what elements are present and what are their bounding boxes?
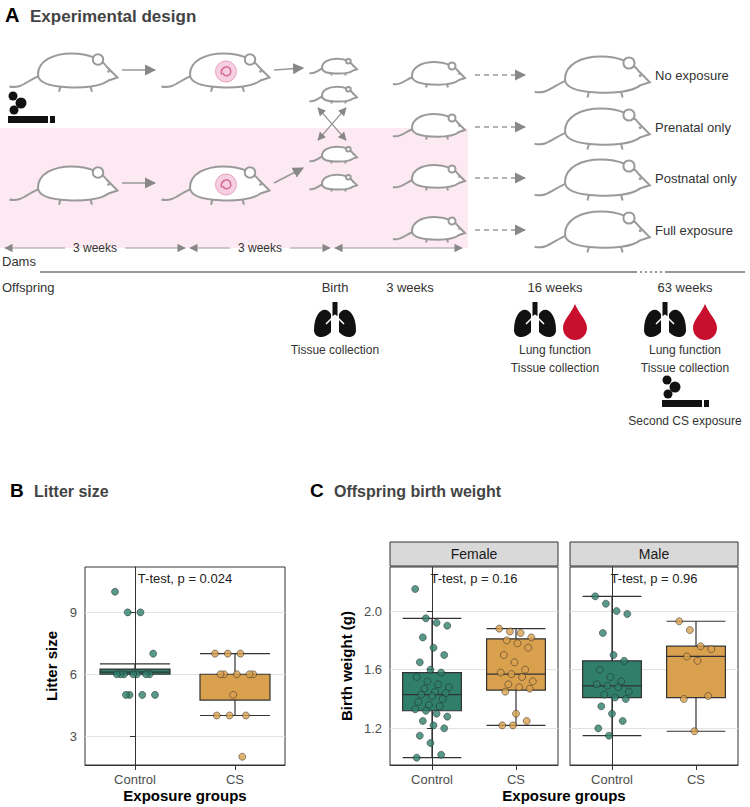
svg-text:Birth: Birth [322,280,349,295]
svg-text:Second CS exposure: Second CS exposure [628,414,742,428]
svg-text:1.2: 1.2 [364,721,382,736]
svg-text:T-test, p = 0.96: T-test, p = 0.96 [610,571,697,586]
svg-text:CS: CS [687,772,705,787]
svg-text:3 weeks: 3 weeks [238,241,282,255]
svg-text:2.0: 2.0 [364,604,382,619]
svg-text:Full exposure: Full exposure [655,223,733,238]
svg-text:C: C [310,480,324,501]
svg-text:Lung function: Lung function [519,343,591,357]
svg-text:Dams: Dams [2,254,36,269]
svg-text:CS: CS [226,772,244,787]
svg-text:Control: Control [114,772,156,787]
svg-text:T-test, p = 0.16: T-test, p = 0.16 [430,571,517,586]
svg-text:Female: Female [451,546,498,562]
svg-text:Experimental design: Experimental design [30,7,196,26]
svg-text:Exposure groups: Exposure groups [123,787,246,804]
svg-text:CS: CS [507,772,525,787]
svg-text:3 weeks: 3 weeks [73,241,117,255]
svg-text:3 weeks: 3 weeks [386,280,434,295]
svg-text:Lung function: Lung function [649,343,721,357]
svg-text:Birth weight (g): Birth weight (g) [338,611,355,721]
svg-text:Control: Control [591,772,633,787]
svg-text:Tissue collection: Tissue collection [291,343,379,357]
svg-text:Tissue collection: Tissue collection [511,361,599,375]
svg-text:Litter size: Litter size [34,483,109,500]
svg-text:T-test, p = 0.024: T-test, p = 0.024 [138,571,232,586]
svg-text:Tissue collection: Tissue collection [641,361,729,375]
svg-text:Control: Control [411,772,453,787]
svg-text:B: B [10,480,24,501]
svg-text:A: A [5,4,19,26]
svg-text:Male: Male [639,546,670,562]
svg-text:3: 3 [70,729,77,744]
svg-text:Offspring birth weight: Offspring birth weight [334,483,502,500]
svg-text:9: 9 [70,605,77,620]
svg-text:Exposure groups: Exposure groups [502,787,625,804]
svg-text:16 weeks: 16 weeks [528,280,583,295]
svg-text:63 weeks: 63 weeks [658,280,713,295]
svg-text:6: 6 [70,667,77,682]
svg-text:Litter size: Litter size [43,631,60,701]
svg-text:1.6: 1.6 [364,662,382,677]
svg-text:No exposure: No exposure [655,68,729,83]
svg-text:Postnatal only: Postnatal only [655,171,737,186]
svg-text:Prenatal only: Prenatal only [655,120,731,135]
svg-text:Offspring: Offspring [2,280,55,295]
